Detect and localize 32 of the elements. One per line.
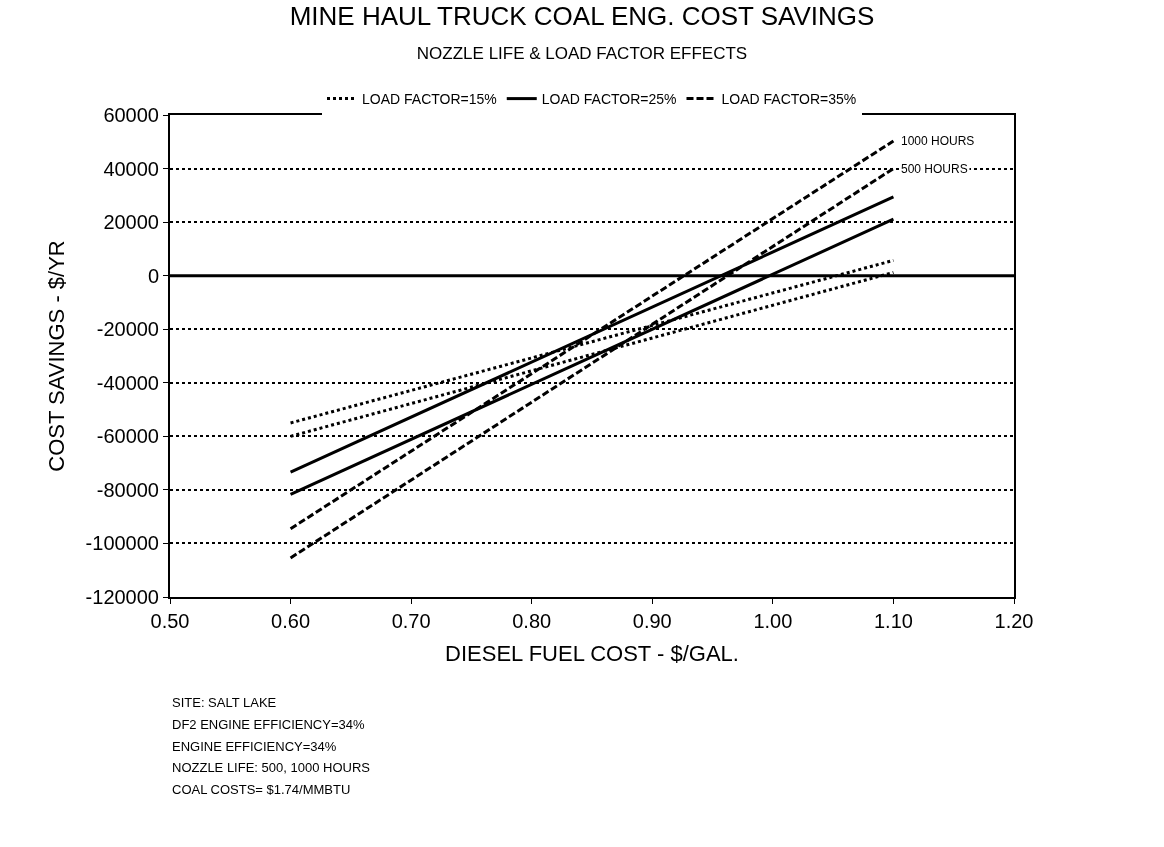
y-tick-label: 0 — [147, 264, 159, 287]
x-tick-label: 0.80 — [512, 610, 552, 632]
y-tick-label: -20000 — [96, 318, 159, 341]
legend-label: LOAD FACTOR=35% — [721, 91, 857, 108]
annotation: 1000 HOURS — [901, 134, 975, 148]
x-axis-title: DIESEL FUEL COST - $/GAL. — [445, 641, 739, 667]
x-tick-label: 0.60 — [271, 610, 311, 632]
chart-subtitle: NOZZLE LIFE & LOAD FACTOR EFFECTS — [416, 44, 748, 64]
text: COAL COSTS= $1.74/MMBTU — [172, 782, 351, 797]
y-tick-label: -80000 — [96, 478, 159, 501]
text: SITE: SALT LAKE — [172, 695, 277, 710]
y-tick-label: 20000 — [103, 211, 159, 234]
x-tick-label: 0.70 — [391, 610, 431, 632]
y-axis-title: COST SAVINGS - $/YR — [43, 240, 69, 472]
x-tick-label: 1.00 — [753, 610, 793, 632]
x-tick-label: 1.10 — [873, 610, 913, 632]
x-tick-label: 1.20 — [994, 610, 1034, 632]
y-tick-label: -40000 — [96, 371, 159, 394]
y-tick-label: 40000 — [103, 157, 159, 180]
y-tick-label: 60000 — [103, 104, 159, 126]
chart-title: MINE HAUL TRUCK COAL ENG. COST SAVINGS — [289, 1, 875, 32]
text: ENGINE EFFICIENCY=34% — [172, 739, 337, 754]
x-tick-label: 0.50 — [150, 610, 190, 632]
y-tick-label: -120000 — [85, 586, 159, 608]
legend-label: LOAD FACTOR=25% — [541, 91, 677, 108]
y-tick-label: -60000 — [96, 425, 159, 448]
text: NOZZLE LIFE: 500, 1000 HOURS — [172, 760, 371, 775]
legend-label: LOAD FACTOR=15% — [362, 91, 497, 108]
y-tick-label: -100000 — [85, 532, 159, 555]
annotation: 500 HOURS — [901, 162, 968, 176]
x-tick-label: 0.90 — [632, 610, 672, 632]
text: DF2 ENGINE EFFICIENCY=34% — [172, 717, 365, 732]
